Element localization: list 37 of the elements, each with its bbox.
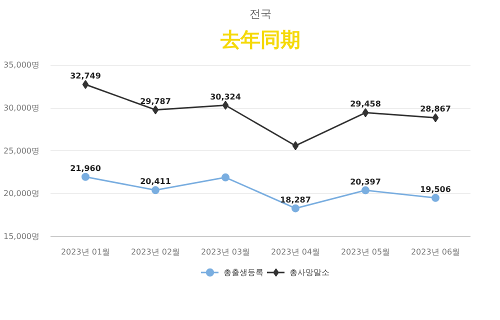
data-label: 21,960 <box>70 164 102 173</box>
text: 去年同期 <box>220 28 300 52</box>
point <box>222 100 229 110</box>
point <box>222 173 230 182</box>
data-label: 30,324 <box>210 92 242 102</box>
legend-label: 총사망말소 <box>290 266 330 278</box>
y-tick-label: 30,000명 <box>4 104 40 113</box>
y-tick-label: 25,000명 <box>4 146 40 156</box>
data-label: 29,787 <box>140 96 171 106</box>
data-label: 20,397 <box>350 177 381 186</box>
data-label: 19,506 <box>420 184 452 194</box>
y-tick-label: 35,000명 <box>4 60 40 70</box>
data-label: 28,867 <box>420 104 451 114</box>
point <box>152 105 159 114</box>
point <box>82 172 90 181</box>
point <box>362 108 369 118</box>
point <box>432 194 440 202</box>
legend-label: 총출생등록 <box>224 266 264 278</box>
x-tick-label: 2023년 02월 <box>130 248 180 256</box>
y-tick-label: 20,000명 <box>4 189 40 198</box>
data-label: 20,411 <box>140 177 172 186</box>
data-label: 32,749 <box>70 71 102 80</box>
data-label: 29,458 <box>350 100 382 109</box>
point <box>292 204 300 212</box>
chart-title: 전국 <box>250 8 272 20</box>
point <box>432 113 439 122</box>
x-tick-label: 2023년 04월 <box>270 248 320 256</box>
data-label: 18,287 <box>280 195 311 204</box>
x-tick-label: 2023년 06월 <box>410 248 460 256</box>
point <box>82 80 89 89</box>
x-tick-label: 2023년 01월 <box>60 248 110 256</box>
point <box>362 186 370 194</box>
point <box>292 141 299 150</box>
point <box>152 186 160 194</box>
x-tick-label: 2023년 03월 <box>200 248 250 256</box>
y-tick-label: 15,000명 <box>4 232 40 241</box>
x-tick-label: 2023년 05월 <box>340 248 390 256</box>
